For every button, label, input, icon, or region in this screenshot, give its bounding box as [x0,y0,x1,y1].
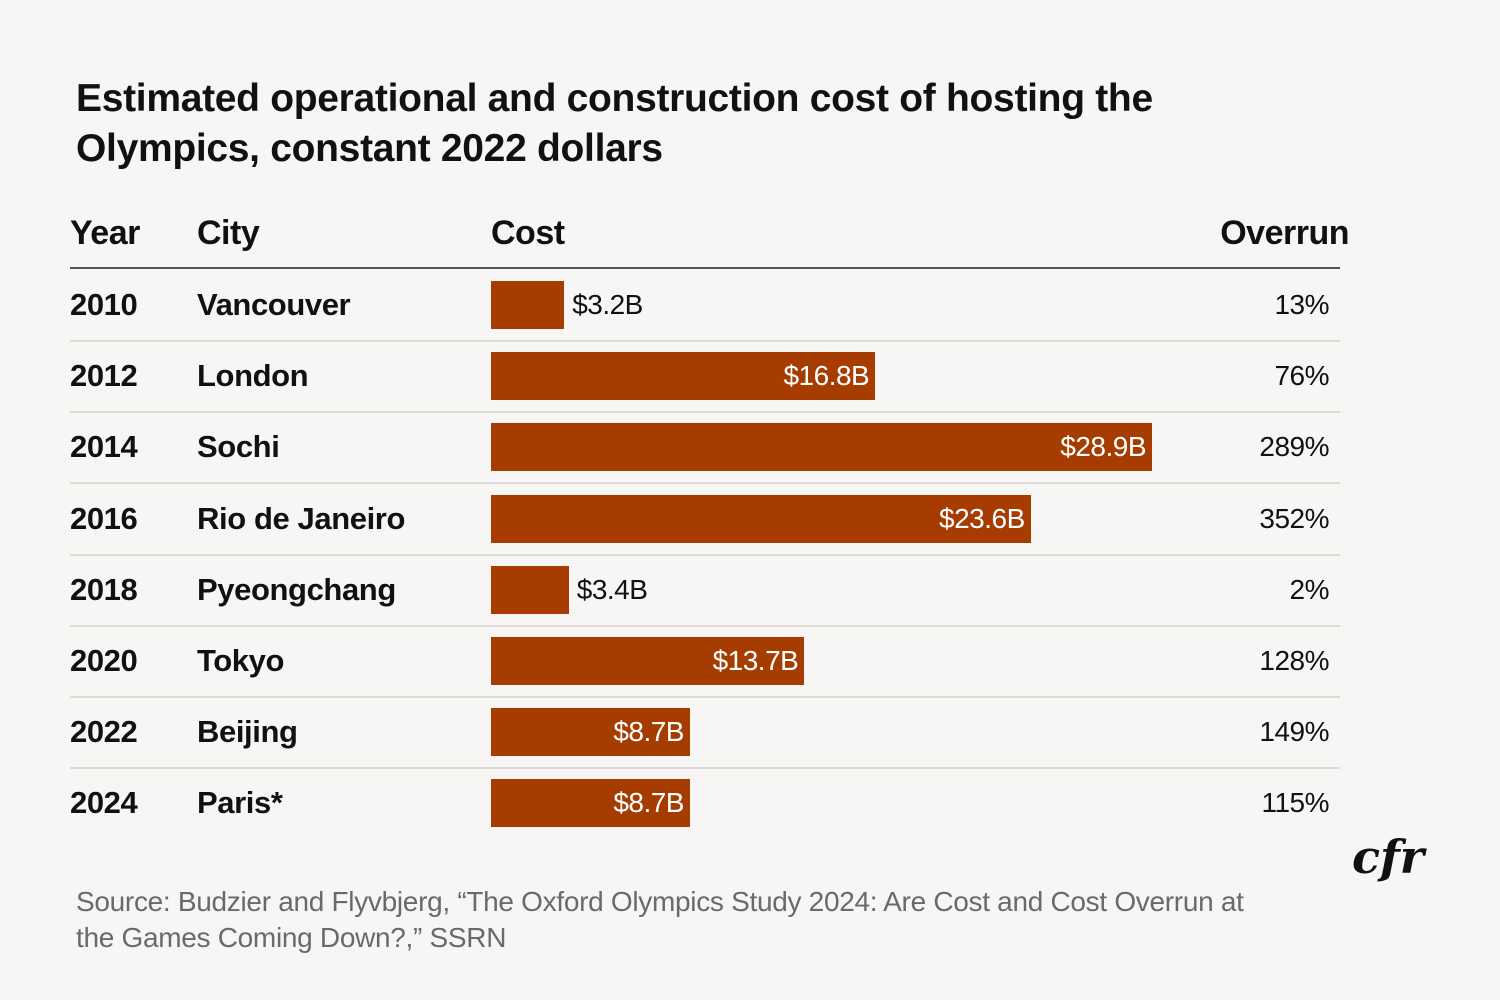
row-divider [70,696,1340,698]
cost-label: $3.4B [576,573,648,605]
year-cell: 2010 [70,287,138,322]
city-cell: Vancouver [197,287,351,322]
cost-label: $16.8B [783,360,870,392]
cost-label: $3.2B [572,289,643,320]
cost-label: $8.7B [613,716,684,748]
overrun-cell: 2% [1289,573,1330,605]
cost-bar [491,352,876,401]
cost-label: $13.7B [712,645,799,676]
cost-label: $8.7B [613,787,684,819]
year-cell: 2022 [70,714,138,750]
overrun-cell: 352% [1259,502,1329,534]
overrun-cell: 115% [1261,787,1329,819]
cost-bar [491,423,1152,472]
row-divider [70,624,1340,627]
cfr-logo: cfr [1352,830,1425,884]
year-cell: 2020 [70,643,138,678]
row-divider [70,340,1340,342]
year-cell: 2016 [70,500,138,536]
overrun-cell: 149% [1259,716,1329,748]
city-cell: Beijing [197,714,298,750]
year-cell: 2012 [70,358,138,394]
cost-label: $23.6B [939,502,1025,534]
city-cell: London [197,358,309,394]
year-cell: 2018 [70,571,138,607]
header-divider [70,267,1340,269]
year-cell: 2014 [70,429,138,465]
city-cell: Rio de Janeiro [197,500,406,536]
overrun-cell: 13% [1274,289,1329,320]
overrun-cell: 76% [1274,360,1329,392]
cost-bar [491,565,569,614]
header-year: Year [70,214,140,252]
city-cell: Pyeongchang [197,571,396,607]
row-divider [70,482,1340,485]
header-cost: Cost [491,214,565,252]
overrun-cell: 289% [1259,431,1329,463]
city-cell: Tokyo [197,643,284,678]
cost-bar [491,779,690,828]
row-divider [70,553,1340,556]
cost-bar [491,708,690,757]
header-overrun: Overrun [1220,214,1349,252]
city-cell: Paris* [197,785,283,821]
header-city: City [197,214,260,252]
source-note: Source: Budzier and Flyvbjerg, “The Oxfo… [76,886,1244,953]
cost-label: $28.9B [1060,431,1146,463]
overrun-cell: 128% [1259,645,1329,676]
row-divider [70,767,1340,770]
chart-title: Estimated operational and construction c… [76,77,1153,170]
cost-bar [491,637,805,685]
cost-bar [491,494,1031,543]
cost-bar [491,281,565,329]
row-divider [70,411,1340,414]
city-cell: Sochi [197,429,280,465]
year-cell: 2024 [70,785,138,821]
